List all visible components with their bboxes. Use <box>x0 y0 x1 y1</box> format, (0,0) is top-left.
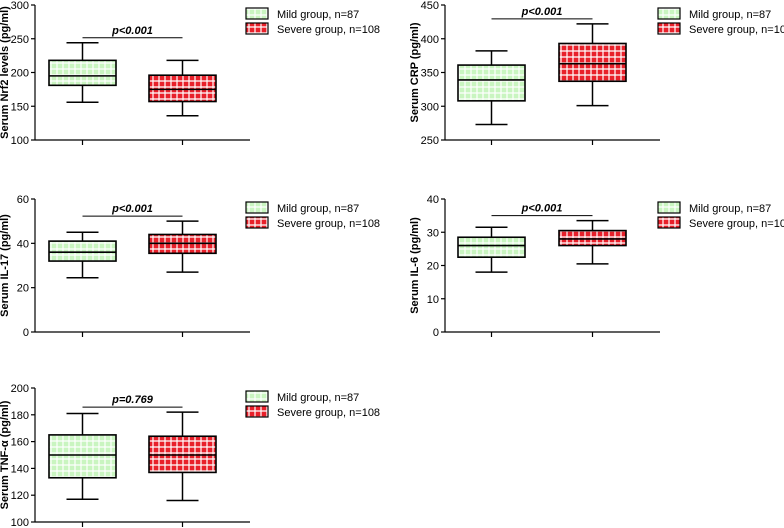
box-iqr <box>457 236 526 258</box>
y-tick-label: 200 <box>11 383 29 395</box>
legend-swatch-severe <box>657 216 681 229</box>
y-tick-label: 100 <box>11 517 29 528</box>
legend-swatch-mild <box>245 390 269 403</box>
y-tick-label: 40 <box>17 238 29 250</box>
box-mild-group <box>457 50 526 126</box>
legend-swatch-mild <box>657 7 681 20</box>
legend-label-severe: Severe group, n=108 <box>277 407 380 419</box>
legend-label-severe: Severe group, n=108 <box>689 218 784 230</box>
y-axis-label: Serum Nrf2 levels (pg/ml) <box>0 6 11 139</box>
box-iqr <box>48 434 117 479</box>
y-tick-label: 140 <box>11 463 29 475</box>
legend: Mild group, n=87 Severe group, n=108 <box>245 201 380 230</box>
box-iqr <box>457 64 526 102</box>
legend-swatch-severe <box>245 22 269 35</box>
y-axis-label: Serum TNF-α (pg/ml) <box>0 400 11 509</box>
y-tick-label: 100 <box>11 135 29 147</box>
box-iqr <box>148 74 217 103</box>
box-severe-group <box>148 411 217 502</box>
y-tick-label: 10 <box>427 294 439 306</box>
box-severe-group <box>148 59 217 117</box>
legend-swatch-mild <box>245 201 269 214</box>
box-iqr <box>48 240 117 262</box>
box-severe-group <box>558 219 627 265</box>
y-tick-label: 60 <box>17 194 29 206</box>
legend-label-mild: Mild group, n=87 <box>277 9 359 21</box>
legend: Mild group, n=87 Severe group, n=108 <box>657 201 784 230</box>
p-value-label: p<0.001 <box>521 203 563 215</box>
legend-label-severe: Severe group, n=108 <box>277 24 380 36</box>
y-tick-label: 200 <box>11 68 29 80</box>
legend-swatch-severe <box>245 216 269 229</box>
legend-label-mild: Mild group, n=87 <box>689 9 771 21</box>
box-iqr <box>558 42 627 83</box>
legend-swatch-severe <box>657 22 681 35</box>
box-mild-group <box>48 231 117 279</box>
y-tick-label: 0 <box>433 327 439 339</box>
p-value-label: p<0.001 <box>111 203 153 215</box>
legend-label-mild: Mild group, n=87 <box>277 203 359 215</box>
p-value-label: p<0.001 <box>111 25 153 37</box>
y-tick-label: 150 <box>11 101 29 113</box>
legend: Mild group, n=87 Severe group, n=108 <box>657 7 784 36</box>
y-tick-label: 40 <box>427 194 439 206</box>
y-tick-label: 400 <box>421 34 439 46</box>
y-axis-label: Serum CRP (pg/ml) <box>409 22 421 122</box>
y-tick-label: 250 <box>11 34 29 46</box>
y-axis-label: Serum IL-17 (pg/ml) <box>0 214 11 317</box>
legend-swatch-mild <box>657 201 681 214</box>
y-tick-label: 180 <box>11 410 29 422</box>
y-tick-label: 250 <box>421 135 439 147</box>
p-value-label: p=0.769 <box>111 394 154 406</box>
y-tick-label: 30 <box>427 227 439 239</box>
y-tick-label: 350 <box>421 68 439 80</box>
panel-il6: 0 10 20 30 40 Serum IL-6 (pg/ml) p<0.001 Mild g… <box>409 194 784 339</box>
legend-label-mild: Mild group, n=87 <box>689 203 771 215</box>
box-iqr <box>558 229 627 247</box>
legend-label-mild: Mild group, n=87 <box>277 392 359 404</box>
box-severe-group <box>148 220 217 273</box>
legend-label-severe: Severe group, n=108 <box>689 24 784 36</box>
box-mild-group <box>48 412 117 500</box>
y-tick-label: 20 <box>17 283 29 295</box>
legend-swatch-mild <box>245 7 269 20</box>
y-axis-label: Serum IL-6 (pg/ml) <box>409 217 421 314</box>
panel-il17: 0 20 40 60 Serum IL-17 (pg/ml) p<0.001 Mild gr… <box>0 194 380 339</box>
legend-swatch-severe <box>245 405 269 418</box>
y-tick-label: 120 <box>11 490 29 502</box>
y-tick-label: 160 <box>11 437 29 449</box>
y-tick-label: 20 <box>427 261 439 273</box>
y-tick-label: 300 <box>421 101 439 113</box>
y-tick-label: 450 <box>421 0 439 12</box>
legend-label-severe: Severe group, n=108 <box>277 218 380 230</box>
box-mild-group <box>457 226 526 273</box>
p-value-label: p<0.001 <box>521 6 563 18</box>
y-tick-label: 300 <box>11 0 29 12</box>
box-mild-group <box>48 42 117 103</box>
legend: Mild group, n=87 Severe group, n=108 <box>245 7 380 36</box>
box-iqr <box>48 59 117 87</box>
box-severe-group <box>558 23 627 107</box>
y-tick-label: 0 <box>23 327 29 339</box>
legend: Mild group, n=87 Severe group, n=108 <box>245 390 380 419</box>
